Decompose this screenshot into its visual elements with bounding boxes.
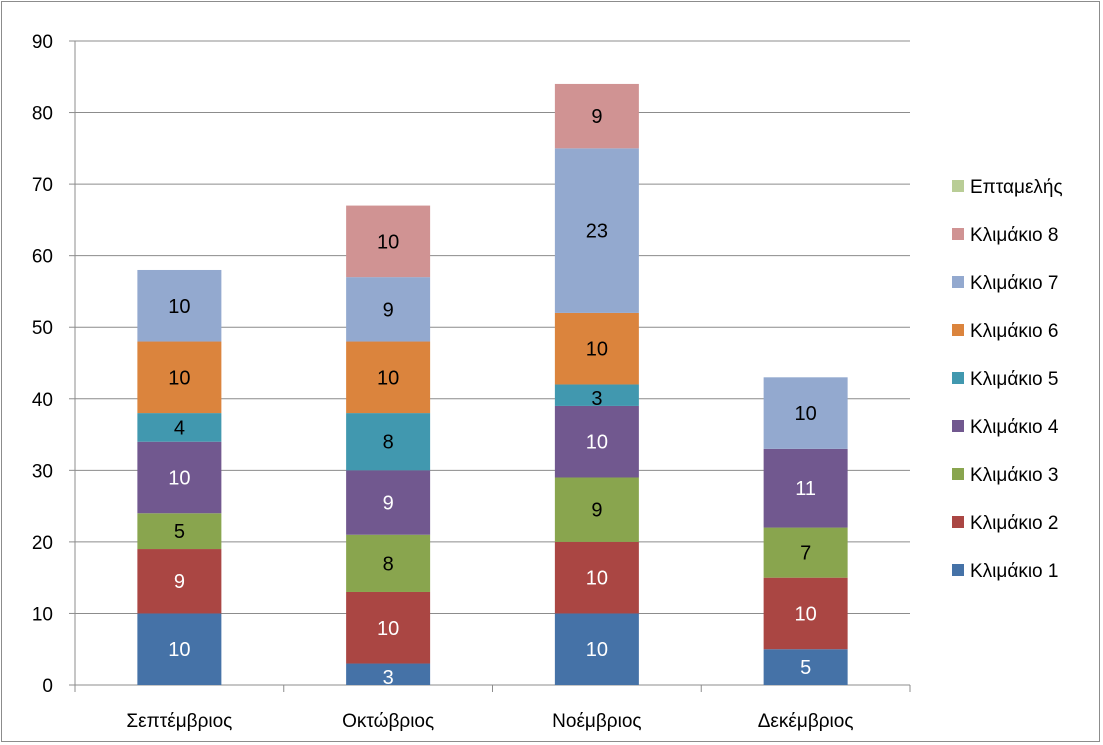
bar-segment bbox=[763, 649, 848, 685]
data-label: 9 bbox=[174, 571, 185, 593]
bar-segment bbox=[346, 205, 431, 278]
bar-segment bbox=[554, 312, 639, 385]
data-label: 7 bbox=[800, 543, 811, 565]
y-tick-label: 0 bbox=[42, 676, 53, 697]
data-label: 8 bbox=[383, 432, 394, 454]
legend-swatch bbox=[952, 228, 964, 240]
data-label: 10 bbox=[377, 618, 399, 640]
legend-label: Κλιμάκιο 7 bbox=[970, 273, 1058, 294]
legend-swatch bbox=[952, 564, 964, 576]
bar-segment bbox=[346, 534, 431, 592]
data-label: 10 bbox=[168, 467, 190, 489]
bar-segment bbox=[554, 148, 639, 313]
bar-segment bbox=[346, 277, 431, 342]
legend-label: Κλιμάκιο 2 bbox=[970, 513, 1058, 534]
bar-segment bbox=[763, 527, 848, 578]
data-label: 3 bbox=[591, 388, 602, 410]
bar-segment bbox=[554, 384, 639, 406]
bar-segment bbox=[763, 377, 848, 449]
bar-segment bbox=[763, 448, 848, 528]
x-tick-label: Νοέμβριος bbox=[552, 711, 641, 732]
bar-segment bbox=[137, 269, 222, 342]
x-tick-label: Οκτώβριος bbox=[342, 711, 434, 732]
bar-segment bbox=[554, 541, 639, 614]
y-tick-label: 90 bbox=[32, 32, 53, 53]
data-label: 5 bbox=[800, 657, 811, 679]
data-label: 10 bbox=[377, 367, 399, 389]
bar-segment bbox=[346, 341, 431, 414]
bar-segment bbox=[137, 549, 222, 614]
legend-label: Επταμελής bbox=[970, 177, 1063, 198]
data-label: 10 bbox=[795, 403, 817, 425]
bar-segment bbox=[346, 413, 431, 471]
data-label: 10 bbox=[168, 367, 190, 389]
legend-swatch bbox=[952, 324, 964, 336]
data-label: 10 bbox=[586, 339, 608, 361]
bar-segment bbox=[554, 613, 639, 685]
data-label: 4 bbox=[174, 417, 185, 439]
legend-label: Κλιμάκιο 4 bbox=[970, 417, 1059, 438]
x-tick-label: Σεπτέμβριος bbox=[126, 711, 232, 732]
bar-segment bbox=[137, 613, 222, 685]
data-label: 5 bbox=[174, 521, 185, 543]
data-label: 10 bbox=[586, 639, 608, 661]
bar-segment bbox=[346, 591, 431, 664]
data-label: 10 bbox=[586, 432, 608, 454]
y-tick-label: 70 bbox=[32, 175, 53, 196]
bar-segment bbox=[346, 663, 431, 685]
data-label: 10 bbox=[586, 568, 608, 590]
x-tick-label: Δεκέμβριος bbox=[758, 711, 854, 732]
bar-segment bbox=[346, 470, 431, 535]
data-label: 9 bbox=[383, 299, 394, 321]
y-tick-label: 20 bbox=[32, 533, 53, 554]
legend-swatch bbox=[952, 468, 964, 480]
legend-label: Κλιμάκιο 8 bbox=[970, 225, 1058, 246]
legend-label: Κλιμάκιο 6 bbox=[970, 321, 1058, 342]
data-label: 10 bbox=[168, 639, 190, 661]
y-tick-label: 10 bbox=[32, 604, 53, 625]
legend-label: Κλιμάκιο 5 bbox=[970, 369, 1058, 390]
data-label: 9 bbox=[383, 493, 394, 515]
legend-swatch bbox=[952, 276, 964, 288]
bar-segment bbox=[137, 441, 222, 514]
data-label: 8 bbox=[383, 553, 394, 575]
legend-label: Κλιμάκιο 3 bbox=[970, 465, 1058, 486]
bar-segment bbox=[137, 513, 222, 550]
bar-segment bbox=[137, 413, 222, 442]
legend-swatch bbox=[952, 516, 964, 528]
data-label: 23 bbox=[586, 221, 608, 243]
y-tick-label: 40 bbox=[32, 390, 53, 411]
data-label: 10 bbox=[168, 296, 190, 318]
bar-segment bbox=[763, 577, 848, 650]
data-label: 10 bbox=[377, 231, 399, 253]
bar-segment bbox=[554, 405, 639, 478]
y-tick-label: 30 bbox=[32, 461, 53, 482]
bar-segment bbox=[137, 341, 222, 414]
legend-swatch bbox=[952, 180, 964, 192]
bar-segment bbox=[554, 83, 639, 149]
legend-swatch bbox=[952, 420, 964, 432]
data-label: 9 bbox=[591, 500, 602, 522]
data-label: 3 bbox=[383, 667, 394, 689]
y-tick-label: 80 bbox=[32, 104, 53, 125]
y-tick-label: 60 bbox=[32, 247, 53, 268]
data-label: 10 bbox=[795, 603, 817, 625]
y-tick-label: 50 bbox=[32, 318, 53, 339]
legend-swatch bbox=[952, 372, 964, 384]
bar-segment bbox=[554, 477, 639, 542]
legend-label: Κλιμάκιο 1 bbox=[970, 561, 1058, 582]
data-label: 9 bbox=[591, 106, 602, 128]
data-label: 11 bbox=[795, 478, 816, 500]
